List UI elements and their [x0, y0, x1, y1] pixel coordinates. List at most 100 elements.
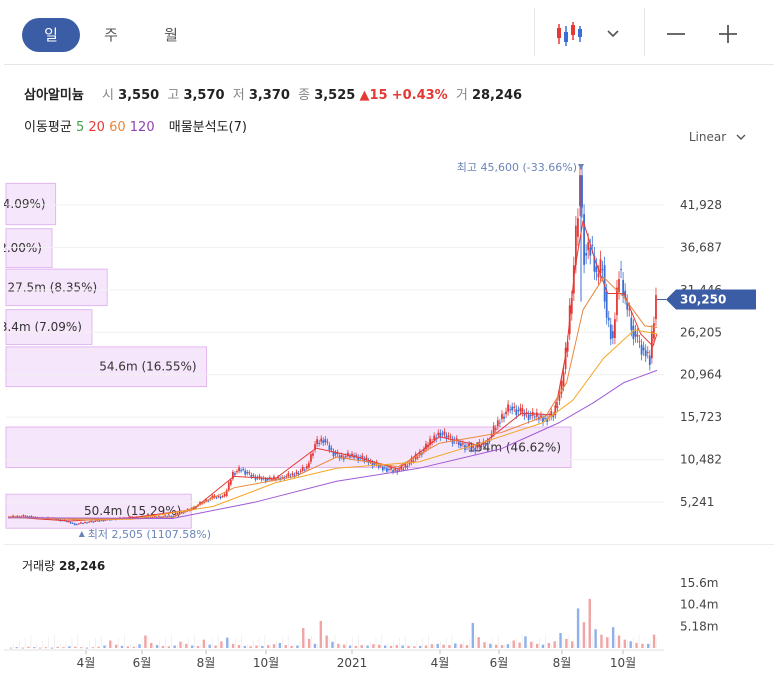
candle-body: [355, 455, 358, 457]
volume-bar: [237, 645, 241, 648]
low-marker-icon: [78, 531, 85, 537]
candle-body: [305, 466, 308, 469]
price-tick-label: 20,964: [680, 368, 722, 382]
volume-bars: [9, 598, 657, 649]
candle-body: [544, 417, 546, 419]
candle-body: [550, 411, 553, 417]
candle-body: [408, 462, 411, 465]
candle-body: [613, 319, 616, 338]
candle-body: [299, 470, 302, 472]
candle-body: [180, 511, 183, 514]
ma-20-line: [7, 276, 658, 521]
volume-bar: [226, 637, 229, 648]
candle-body: [564, 348, 567, 370]
candle-body: [441, 433, 444, 435]
candle-body: [221, 496, 224, 498]
volume-bar: [407, 645, 410, 648]
candle-body: [326, 441, 329, 443]
candle-body: [648, 355, 651, 366]
volume-profile-label: 27.5m (8.35%): [7, 280, 97, 294]
scale-selector[interactable]: Linear: [689, 130, 746, 144]
candle-body: [583, 214, 585, 265]
time-tick-label: 6월: [133, 656, 152, 670]
volume-profile-bar: [5, 268, 108, 307]
candle-body: [474, 447, 477, 452]
candle-body: [151, 517, 154, 519]
chart-type-dropdown[interactable]: [602, 18, 624, 50]
candle-body: [574, 225, 577, 266]
volume-bar: [623, 639, 627, 648]
zoom-in-button[interactable]: [714, 18, 742, 50]
candle-body: [307, 463, 310, 468]
candle-body: [96, 519, 99, 522]
volume-bar: [389, 645, 393, 648]
candle-body: [207, 500, 210, 502]
candle-body: [459, 443, 462, 447]
zoom-out-button[interactable]: [662, 18, 690, 50]
tab-daily[interactable]: 일: [22, 18, 80, 52]
candle-body: [581, 175, 583, 208]
ma-5-line: [7, 220, 658, 522]
candle-body: [505, 411, 507, 415]
volume-bar: [477, 637, 480, 648]
candle-body: [182, 512, 185, 514]
candle-body: [361, 455, 364, 459]
price-chart[interactable]: 13.5m (4.09%) 6.59m (2.00%) 27.5m (8.35%) 2…: [4, 0, 774, 700]
volume-bar: [547, 643, 551, 648]
candle-body: [507, 404, 509, 412]
candlestick-icon: [557, 22, 582, 46]
candle-body: [55, 518, 58, 520]
candle-body: [599, 259, 602, 274]
tab-weekly[interactable]: 주: [104, 26, 118, 44]
candle-body: [244, 470, 247, 475]
candle-body: [445, 435, 448, 439]
candle-body: [71, 522, 74, 524]
volume-bar: [319, 620, 323, 648]
candle-body: [340, 455, 343, 457]
candle-body: [577, 218, 579, 237]
candle-body: [158, 516, 160, 518]
candle-body: [589, 247, 592, 256]
candle-body: [234, 473, 236, 475]
volume-bar: [611, 627, 615, 648]
time-axis: 4월 6월 8월 10월 2021 4월 6월 8월 10월: [4, 649, 664, 670]
chart-annotations: 최고 45,600 (-33.66%) 최저 2,505 (1107.58%): [78, 161, 585, 541]
ma-label[interactable]: 이동평균: [24, 120, 72, 135]
volume-bar: [56, 646, 59, 648]
volume-bar: [471, 623, 475, 648]
candle-body: [94, 521, 97, 523]
high-annotation: 최고 45,600 (-33.66%): [457, 161, 577, 174]
volume-bar: [114, 644, 118, 648]
candle-body: [630, 317, 633, 330]
volume-bar: [571, 641, 574, 648]
candle-body: [566, 341, 569, 352]
volume-bar: [249, 646, 252, 648]
candle-body: [80, 522, 82, 524]
candle-body: [238, 467, 240, 472]
volume-bar: [442, 644, 445, 648]
chart-type-button[interactable]: [552, 18, 586, 50]
volume-bar: [302, 628, 305, 648]
candle-body: [82, 523, 84, 525]
candle-body: [644, 350, 647, 357]
candle-body: [188, 510, 191, 512]
candle-body: [281, 477, 284, 479]
candle-body: [22, 515, 25, 517]
volume-value: 28,246: [471, 88, 523, 103]
volume-bar: [436, 643, 439, 648]
candle-body: [192, 506, 195, 509]
volume-bar: [483, 642, 486, 648]
tab-monthly[interactable]: 월: [164, 26, 178, 44]
volume-profile-label[interactable]: 매물분석도(7): [168, 120, 247, 135]
candle-body: [347, 452, 349, 457]
candle-body: [153, 516, 156, 518]
candle-body: [135, 517, 138, 519]
change-percent: +0.43%: [391, 88, 448, 103]
ma-5: 5: [75, 120, 85, 135]
candle-body: [174, 514, 177, 516]
candle-body: [371, 462, 374, 467]
candle-body: [406, 465, 409, 468]
stock-name: 삼아알미늄: [24, 88, 84, 103]
volume-axis: 15.6m 10.4m 5.18m: [680, 576, 718, 633]
candle-body: [494, 428, 497, 430]
